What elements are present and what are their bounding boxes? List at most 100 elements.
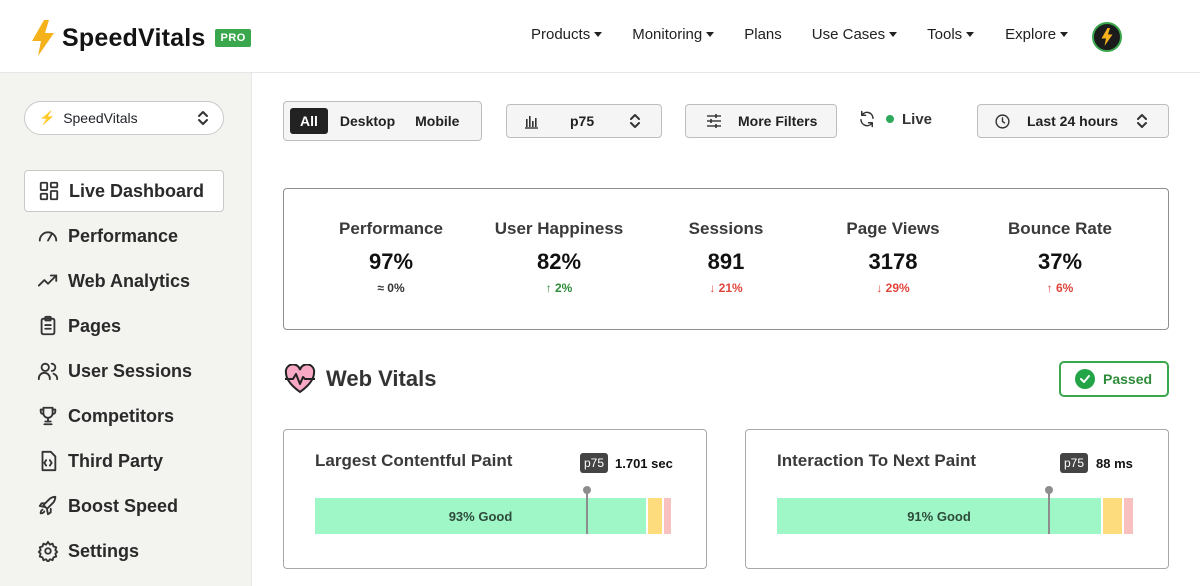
stat-change: ↑ 6% bbox=[1046, 281, 1074, 295]
clipboard-icon bbox=[40, 315, 56, 336]
stat-label: Sessions bbox=[688, 219, 764, 238]
code-file-icon bbox=[41, 450, 57, 472]
good-segment: 93% Good bbox=[315, 498, 646, 534]
stat-value: 891 bbox=[707, 249, 745, 274]
time-range-select[interactable]: Last 24 hours bbox=[977, 104, 1169, 138]
lightning-bolt-icon bbox=[32, 20, 54, 56]
nav-products-label: Products bbox=[531, 26, 591, 43]
sidebar-item-boost-speed[interactable]: Boost Speed bbox=[24, 485, 224, 527]
sidebar-item-third-party[interactable]: Third Party bbox=[24, 440, 224, 482]
time-range-label: Last 24 hours bbox=[1027, 113, 1119, 129]
users-icon bbox=[37, 362, 59, 381]
device-tab-desktop[interactable]: Desktop bbox=[339, 113, 396, 129]
nav-use-cases-label: Use Cases bbox=[811, 26, 886, 43]
device-tab-all[interactable]: All bbox=[290, 108, 328, 134]
check-circle-icon bbox=[1075, 369, 1095, 389]
site-selector[interactable]: ⚡ SpeedVitals bbox=[24, 101, 224, 135]
sidebar-item-label: Settings bbox=[68, 540, 140, 561]
stat-label: Performance bbox=[339, 219, 443, 238]
nav-plans[interactable]: Plans bbox=[744, 26, 782, 43]
nav-tools[interactable]: Tools bbox=[927, 26, 975, 43]
device-segmented-control: All Desktop Mobile bbox=[283, 101, 482, 141]
web-vitals-title: Web Vitals bbox=[326, 366, 437, 391]
needs-improvement-segment bbox=[1103, 498, 1122, 534]
sidebar-item-label: Competitors bbox=[68, 405, 175, 426]
chevron-updown-icon bbox=[198, 111, 208, 125]
live-label: Live bbox=[902, 110, 933, 128]
sliders-icon bbox=[707, 114, 721, 128]
stat-value: 3178 bbox=[868, 249, 918, 274]
clock-icon bbox=[995, 114, 1010, 129]
p75-marker bbox=[583, 486, 591, 534]
sidebar-item-web-analytics[interactable]: Web Analytics bbox=[24, 260, 224, 302]
grid-icon bbox=[39, 181, 59, 201]
nav-monitoring[interactable]: Monitoring bbox=[632, 26, 715, 43]
sidebar-item-label: Web Analytics bbox=[68, 270, 191, 291]
stat-label: User Happiness bbox=[494, 219, 624, 238]
caret-down-icon bbox=[594, 32, 603, 37]
pro-badge: PRO bbox=[215, 29, 251, 47]
sidebar-item-label: Boost Speed bbox=[68, 495, 179, 516]
more-filters-label: More Filters bbox=[738, 113, 818, 129]
sidebar-item-settings[interactable]: Settings bbox=[24, 530, 224, 572]
lightning-bolt-icon bbox=[1101, 28, 1113, 46]
sidebar-item-label: Third Party bbox=[68, 450, 164, 471]
percentile-select[interactable]: p75 bbox=[506, 104, 662, 138]
nav-use-cases[interactable]: Use Cases bbox=[811, 26, 898, 43]
metric-name: Largest Contentful Paint bbox=[315, 451, 513, 470]
needs-improvement-segment bbox=[648, 498, 662, 534]
more-filters-button[interactable]: More Filters bbox=[685, 104, 837, 138]
nav-tools-label: Tools bbox=[927, 26, 963, 43]
stat-value: 97% bbox=[368, 249, 414, 274]
passed-status-badge: Passed bbox=[1059, 361, 1169, 397]
distribution-bar: 93% Good bbox=[315, 486, 671, 534]
metric-name: Interaction To Next Paint bbox=[777, 451, 976, 470]
stat-label: Bounce Rate bbox=[1008, 219, 1112, 238]
caret-down-icon bbox=[706, 32, 715, 37]
user-avatar[interactable] bbox=[1092, 22, 1122, 52]
sidebar-item-user-sessions[interactable]: User Sessions bbox=[24, 350, 224, 392]
stat-page-views: Page Views 3178 ↓ 29% bbox=[818, 219, 968, 295]
live-indicator[interactable]: Live bbox=[858, 110, 932, 128]
caret-down-icon bbox=[966, 32, 975, 37]
gauge-icon bbox=[38, 231, 58, 242]
nav-explore-label: Explore bbox=[1005, 26, 1057, 43]
chevron-updown-icon bbox=[1137, 114, 1147, 128]
sidebar-item-pages[interactable]: Pages bbox=[24, 305, 224, 347]
poor-segment bbox=[1124, 498, 1133, 534]
percentile-value: p75 bbox=[570, 113, 595, 129]
refresh-icon bbox=[860, 110, 874, 128]
logo[interactable]: SpeedVitals PRO bbox=[32, 20, 251, 56]
summary-stats-card: Performance 97% ≈ 0% User Happiness 82% … bbox=[283, 188, 1169, 330]
stat-change: ≈ 0% bbox=[377, 281, 405, 295]
main-nav: Products Monitoring Plans Use Cases Tool… bbox=[531, 26, 1069, 43]
sidebar-item-label: Pages bbox=[68, 315, 122, 336]
sidebar-item-label: Live Dashboard bbox=[69, 180, 205, 201]
trend-icon bbox=[37, 274, 58, 287]
sidebar-item-performance[interactable]: Performance bbox=[24, 215, 224, 257]
poor-segment bbox=[664, 498, 671, 534]
stat-performance: Performance 97% ≈ 0% bbox=[316, 219, 466, 295]
stat-value: 82% bbox=[536, 249, 582, 274]
lightning-bolt-icon: ⚡ bbox=[39, 110, 56, 125]
stat-change: ↑ 2% bbox=[545, 281, 573, 295]
gear-icon bbox=[37, 540, 59, 562]
caret-down-icon bbox=[889, 32, 898, 37]
live-status-dot bbox=[886, 115, 894, 123]
web-vitals-heading: Web Vitals bbox=[284, 364, 436, 394]
metric-card-lcp[interactable]: Largest Contentful Paint p75 1.701 sec 9… bbox=[283, 429, 707, 569]
p75-marker bbox=[1045, 486, 1053, 534]
device-tab-mobile[interactable]: Mobile bbox=[415, 113, 460, 129]
bar-chart-icon bbox=[525, 116, 538, 129]
nav-plans-label: Plans bbox=[744, 26, 782, 43]
sidebar-item-live-dashboard[interactable]: Live Dashboard bbox=[24, 170, 224, 212]
metric-card-inp[interactable]: Interaction To Next Paint p75 88 ms 91% … bbox=[745, 429, 1169, 569]
nav-monitoring-label: Monitoring bbox=[632, 26, 703, 43]
passed-status-label: Passed bbox=[1103, 371, 1153, 387]
nav-explore[interactable]: Explore bbox=[1005, 26, 1069, 43]
percentile-badge: p75 bbox=[1060, 453, 1089, 473]
nav-products[interactable]: Products bbox=[531, 26, 603, 43]
stat-label: Page Views bbox=[846, 219, 940, 238]
rocket-icon bbox=[38, 495, 57, 516]
sidebar-item-competitors[interactable]: Competitors bbox=[24, 395, 224, 437]
